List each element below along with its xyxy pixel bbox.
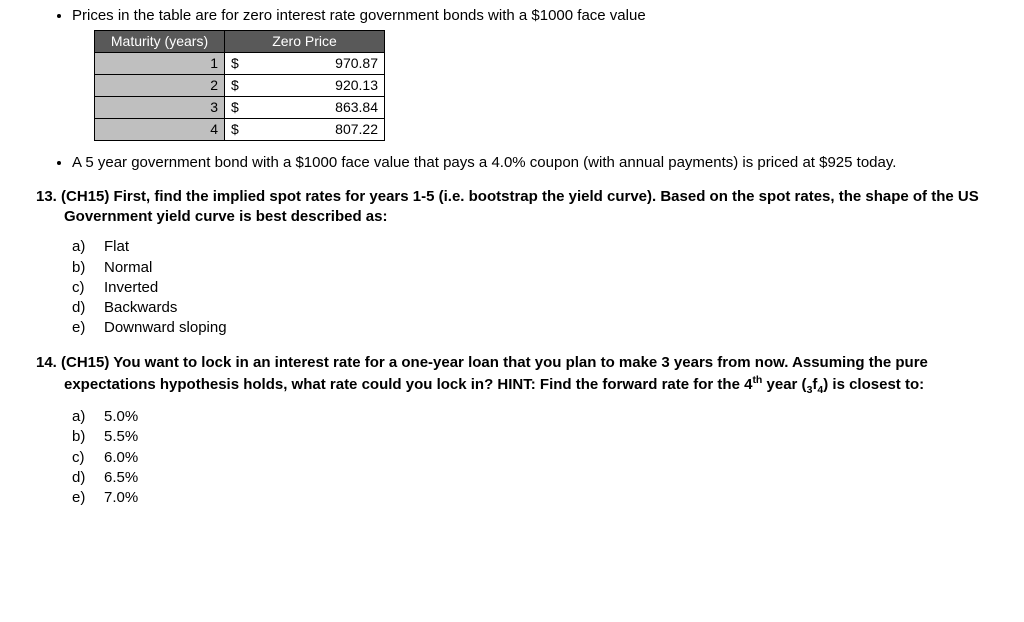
option-label: b) — [72, 258, 90, 278]
q14-body-part3: ) is closest to: — [823, 376, 924, 393]
option-label: a) — [72, 407, 90, 427]
option-label: c) — [72, 278, 90, 298]
question-14: 14. (CH15) You want to lock in an intere… — [36, 353, 988, 509]
option-label: b) — [72, 427, 90, 447]
option-label: c) — [72, 448, 90, 468]
option-text: Flat — [104, 237, 129, 257]
cell-price: 920.13 — [245, 75, 385, 97]
option-c: c) Inverted — [72, 278, 988, 298]
question-13: 13. (CH15) First, find the implied spot … — [36, 187, 988, 339]
option-label: a) — [72, 237, 90, 257]
cell-price: 863.84 — [245, 96, 385, 118]
option-b: b) Normal — [72, 258, 988, 278]
option-a: a) 5.0% — [72, 407, 988, 427]
question-14-text: 14. (CH15) You want to lock in an intere… — [36, 353, 988, 397]
option-text: 6.5% — [104, 468, 138, 488]
cell-maturity: 4 — [95, 118, 225, 140]
zero-price-table: Maturity (years) Zero Price 1 $ 970.87 2… — [94, 30, 385, 140]
option-text: 7.0% — [104, 488, 138, 508]
option-a: a) Flat — [72, 237, 988, 257]
cell-currency: $ — [225, 53, 245, 75]
option-e: e) Downward sloping — [72, 318, 988, 338]
option-text: Normal — [104, 258, 152, 278]
cell-price: 970.87 — [245, 53, 385, 75]
q13-body: First, find the implied spot rates for y… — [64, 188, 979, 225]
bullet-coupon-bond: A 5 year government bond with a $1000 fa… — [72, 153, 988, 173]
option-c: c) 6.0% — [72, 448, 988, 468]
table-header-row: Maturity (years) Zero Price — [95, 31, 385, 53]
option-label: d) — [72, 298, 90, 318]
cell-currency: $ — [225, 96, 245, 118]
table-row: 3 $ 863.84 — [95, 96, 385, 118]
q14-prefix: (CH15) — [57, 354, 113, 371]
q14-body-part2: year ( — [762, 376, 806, 393]
cell-maturity: 2 — [95, 75, 225, 97]
intro-bullet-list: Prices in the table are for zero interes… — [52, 6, 988, 173]
option-text: 5.0% — [104, 407, 138, 427]
option-text: 6.0% — [104, 448, 138, 468]
cell-maturity: 3 — [95, 96, 225, 118]
option-e: e) 7.0% — [72, 488, 988, 508]
option-d: d) 6.5% — [72, 468, 988, 488]
table-row: 1 $ 970.87 — [95, 53, 385, 75]
q13-number: 13. — [36, 188, 57, 205]
cell-currency: $ — [225, 75, 245, 97]
q14-sup: th — [752, 374, 762, 386]
table-row: 4 $ 807.22 — [95, 118, 385, 140]
option-label: e) — [72, 488, 90, 508]
option-label: d) — [72, 468, 90, 488]
option-d: d) Backwards — [72, 298, 988, 318]
option-text: Backwards — [104, 298, 177, 318]
option-text: Downward sloping — [104, 318, 227, 338]
option-b: b) 5.5% — [72, 427, 988, 447]
bullet-zero-bonds: Prices in the table are for zero interes… — [72, 6, 988, 141]
col-header-maturity: Maturity (years) — [95, 31, 225, 53]
bullet-coupon-bond-text: A 5 year government bond with a $1000 fa… — [72, 154, 896, 171]
q13-prefix: (CH15) — [61, 188, 114, 205]
cell-currency: $ — [225, 118, 245, 140]
option-text: Inverted — [104, 278, 158, 298]
cell-price: 807.22 — [245, 118, 385, 140]
table-row: 2 $ 920.13 — [95, 75, 385, 97]
question-13-text: 13. (CH15) First, find the implied spot … — [36, 187, 988, 228]
col-header-price: Zero Price — [225, 31, 385, 53]
option-label: e) — [72, 318, 90, 338]
page-root: Prices in the table are for zero interes… — [0, 0, 1024, 528]
question-13-options: a) Flat b) Normal c) Inverted d) Backwar… — [72, 237, 988, 338]
option-text: 5.5% — [104, 427, 138, 447]
q14-number: 14. — [36, 354, 57, 371]
bullet-zero-bonds-text: Prices in the table are for zero interes… — [72, 7, 646, 24]
cell-maturity: 1 — [95, 53, 225, 75]
question-14-options: a) 5.0% b) 5.5% c) 6.0% d) 6.5% e) 7.0% — [72, 407, 988, 508]
